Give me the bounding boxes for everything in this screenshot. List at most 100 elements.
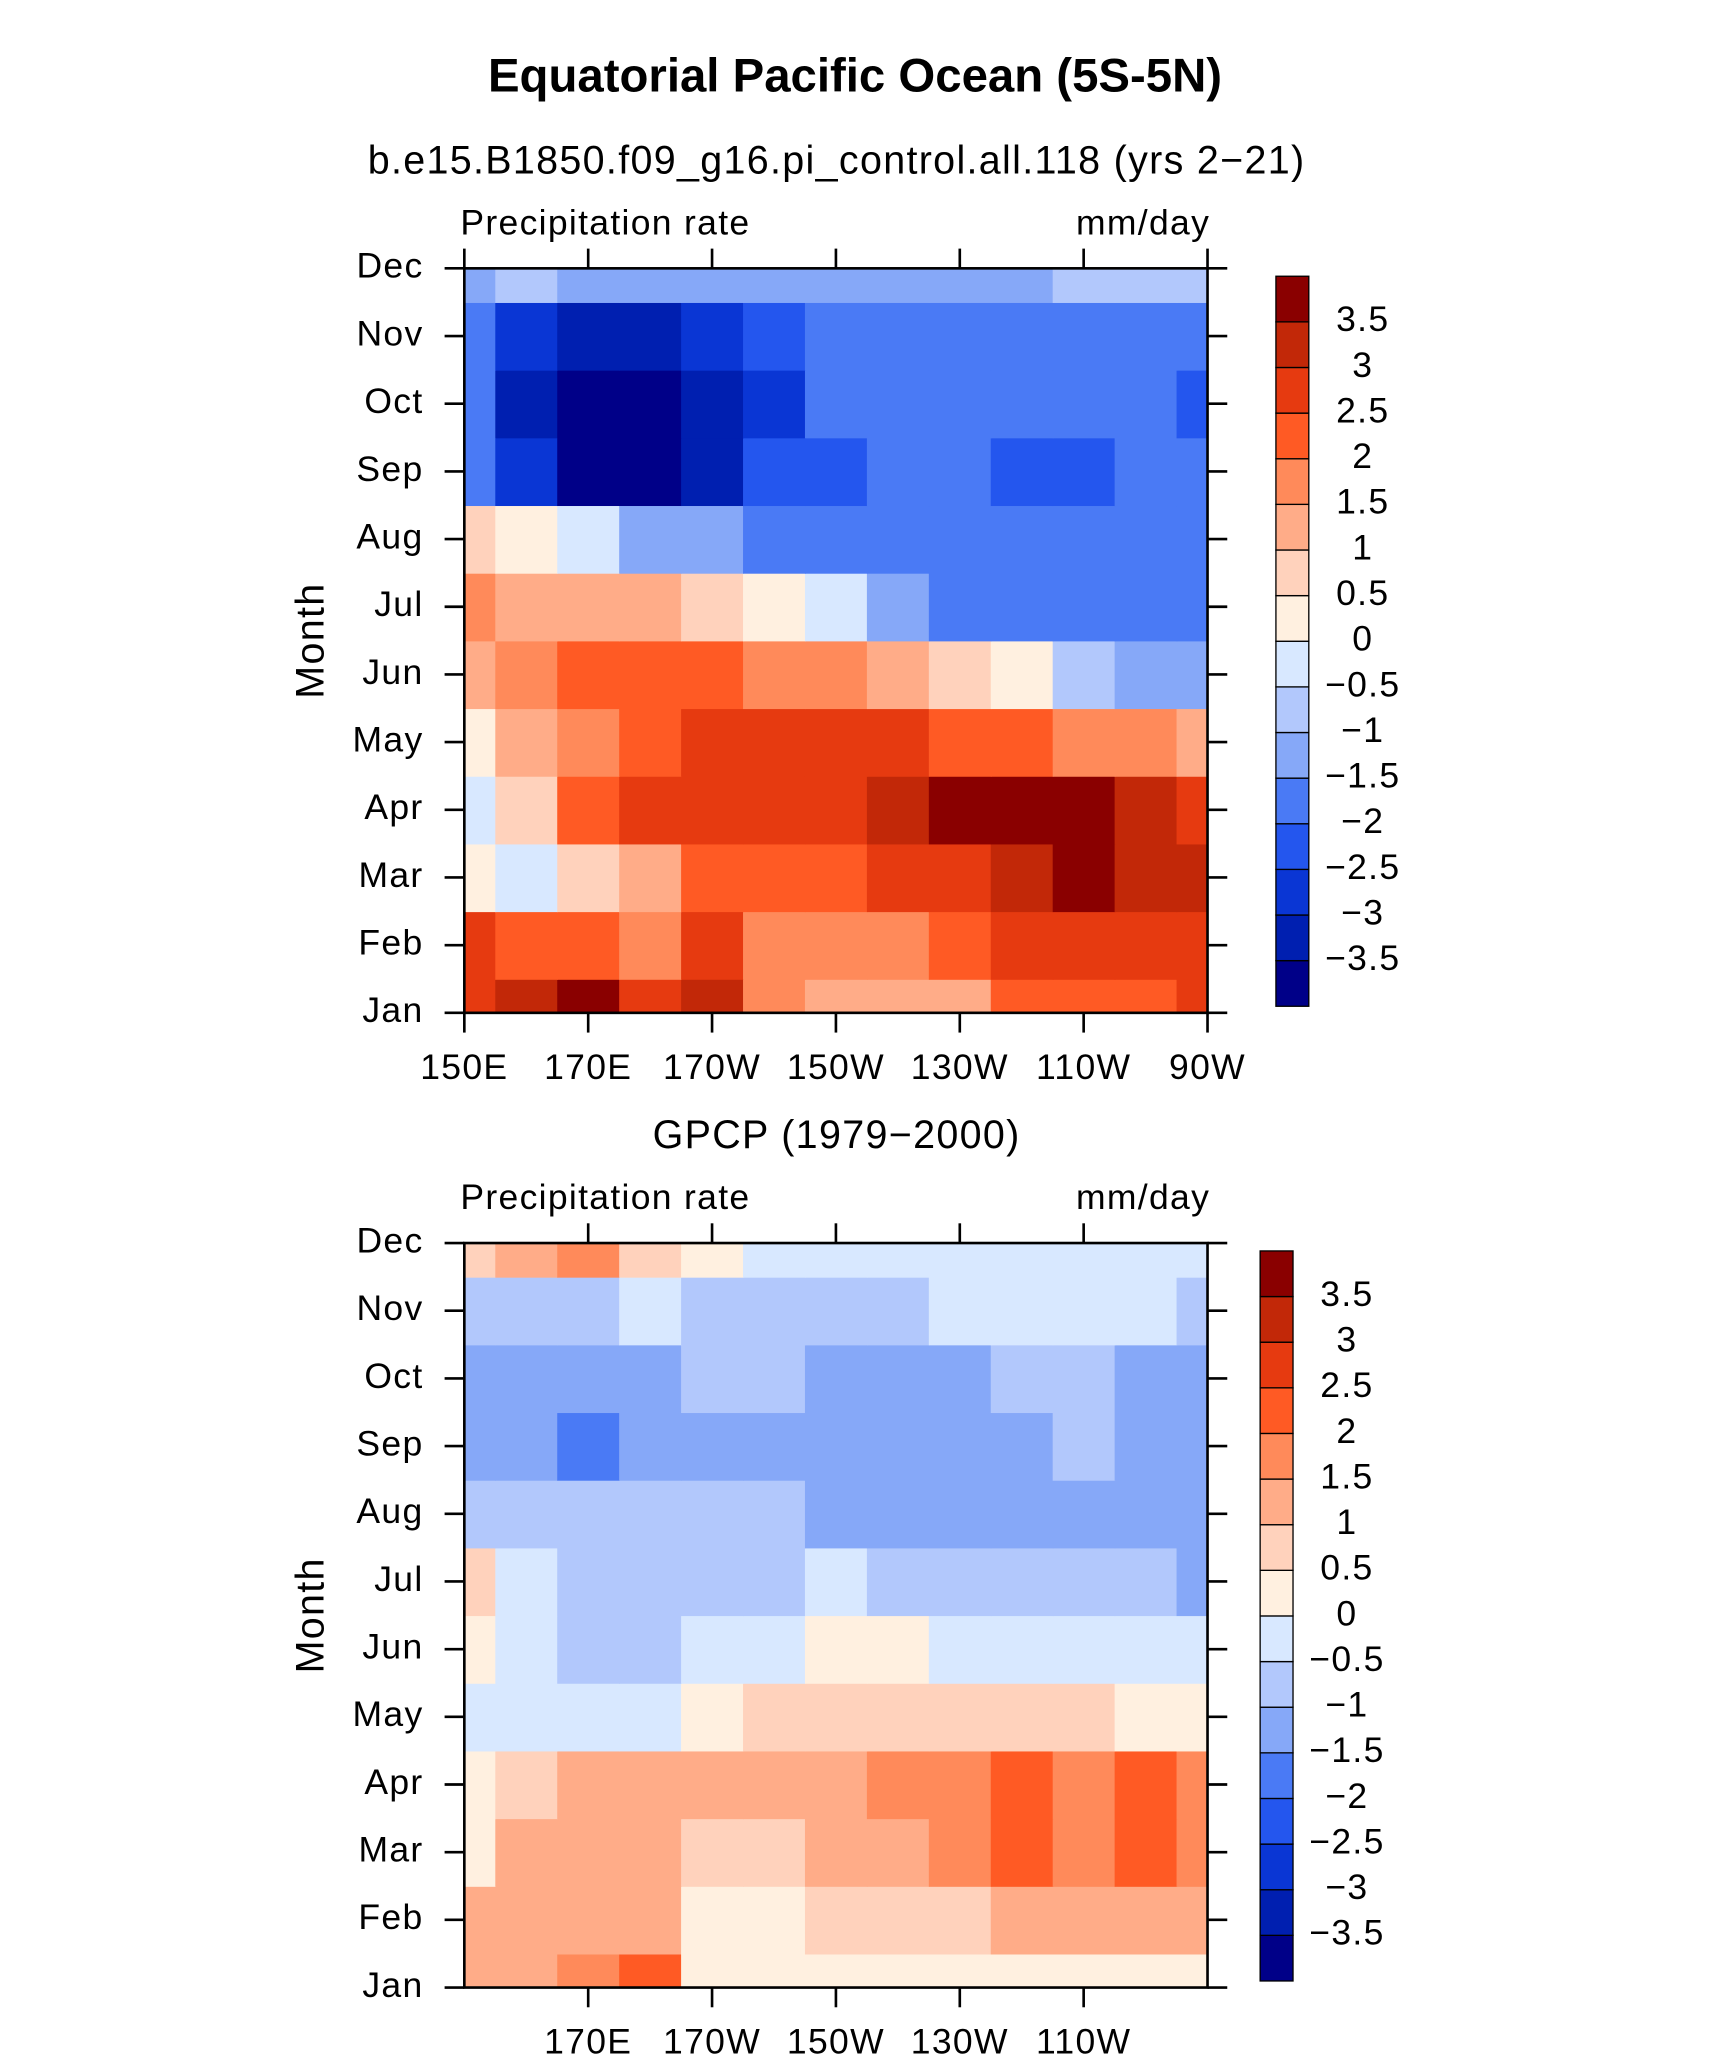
contour-cell [557, 911, 620, 980]
contour-cell [681, 1750, 744, 1820]
contour-cell [866, 979, 930, 1013]
contour-cell [743, 1818, 806, 1887]
contour-cell [1052, 1953, 1116, 1988]
contour-cell [804, 979, 868, 1013]
contour-cell [1176, 437, 1208, 507]
colorbar-box [1275, 823, 1310, 871]
contour-cell [804, 1344, 868, 1414]
contour-cell [495, 302, 559, 371]
contour-cell [1176, 1276, 1208, 1346]
y-tick-label: Jul [374, 1559, 423, 1599]
colorbar-box [1259, 1615, 1294, 1663]
x-tick-label: 150E [420, 1047, 508, 1087]
y-tick-label: Sep [356, 449, 423, 489]
contour-cell [928, 1479, 992, 1549]
contour-cell [1114, 911, 1178, 980]
contour-cell [928, 1750, 992, 1820]
contour-cell [1052, 1412, 1116, 1481]
contour-cell [928, 1886, 992, 1955]
x-tick-label: 170W [663, 1047, 761, 1087]
contour-cell [1176, 505, 1208, 574]
contour-cell [1114, 505, 1178, 574]
contour-cell [681, 843, 744, 913]
contour-cell [495, 437, 559, 507]
contour-cell [557, 1479, 620, 1549]
y-tick-label: Apr [364, 787, 423, 827]
contour-cell [928, 843, 992, 913]
contour-cell [464, 1243, 497, 1278]
contour-cell [1176, 1243, 1208, 1278]
y-tick-label: Dec [356, 1220, 423, 1260]
x-tick-label: 150W [787, 1047, 885, 1087]
y-axis-label: Month [288, 582, 332, 698]
colorbar-box [1259, 1934, 1294, 1982]
contour-cell [1176, 708, 1208, 777]
contour-cell [681, 302, 744, 371]
contour-cell [464, 843, 497, 913]
contour-cell [1114, 302, 1178, 371]
y-tick-label: Aug [356, 1491, 423, 1531]
contour-cell [866, 708, 930, 777]
colorbar-label: −3 [1341, 892, 1384, 932]
contour-cell [1176, 369, 1208, 439]
colorbar-label: 2 [1336, 1411, 1357, 1451]
contour-cell [990, 911, 1054, 980]
contour-cell [557, 1682, 620, 1752]
x-tick-label: 170E [544, 1047, 632, 1087]
contour-cell [1052, 640, 1116, 710]
contour-cell [990, 979, 1054, 1013]
contour-cell [1114, 1243, 1178, 1278]
colorbar-label: −1.5 [1325, 756, 1400, 796]
y-tick-label: May [353, 719, 424, 759]
contour-cell [681, 1276, 744, 1346]
contour-cell [928, 1547, 992, 1617]
left-label: Precipitation rate [460, 202, 750, 242]
contour-cell [928, 1412, 992, 1481]
contour-cell [866, 640, 930, 710]
colorbar-box [1275, 503, 1310, 551]
contour-cell [681, 1615, 744, 1684]
contour-cell [557, 1615, 620, 1684]
contour-cell [681, 1886, 744, 1955]
contour-cell [928, 268, 992, 303]
contour-cell [990, 1243, 1054, 1278]
contour-cell [1114, 572, 1178, 642]
contour-cell [464, 979, 497, 1013]
colorbar-box [1275, 458, 1310, 506]
contour-cell [866, 1276, 930, 1346]
colorbar-box [1275, 959, 1310, 1007]
contour-cell [557, 708, 620, 777]
contour-cell [557, 437, 620, 507]
colorbar-box [1275, 366, 1310, 414]
contour-cell [1176, 1953, 1208, 1988]
contour-cell [990, 1818, 1054, 1887]
contour-cell [557, 369, 620, 439]
contour-cell [495, 911, 559, 980]
contour-cell [1176, 775, 1208, 845]
colorbar-box [1259, 1752, 1294, 1800]
contour-cell [1052, 369, 1116, 439]
contour-cell [681, 775, 744, 845]
contour-cell [681, 572, 744, 642]
contour-cell [619, 268, 682, 303]
colorbar-label: 3 [1352, 345, 1373, 385]
contour-cell [681, 1547, 744, 1617]
contour-cell [619, 369, 682, 439]
contour-cell [681, 1479, 744, 1549]
contour-cell [1176, 1479, 1208, 1549]
contour-cell [1176, 572, 1208, 642]
contour-cell [1176, 1750, 1208, 1820]
contour-cell [1114, 1344, 1178, 1414]
contour-cell [619, 1243, 682, 1278]
contour-cell [464, 1615, 497, 1684]
contour-cell [804, 1818, 868, 1887]
right-label: mm/day [1076, 202, 1210, 242]
contour-cell [464, 1750, 497, 1820]
contour-cell [557, 1818, 620, 1887]
contour-cell [681, 979, 744, 1013]
contour-cell [495, 369, 559, 439]
colorbar-label: 1 [1352, 527, 1373, 567]
contour-cell [990, 1479, 1054, 1549]
contour-cell [557, 1953, 620, 1988]
contour-cell [1114, 1886, 1178, 1955]
